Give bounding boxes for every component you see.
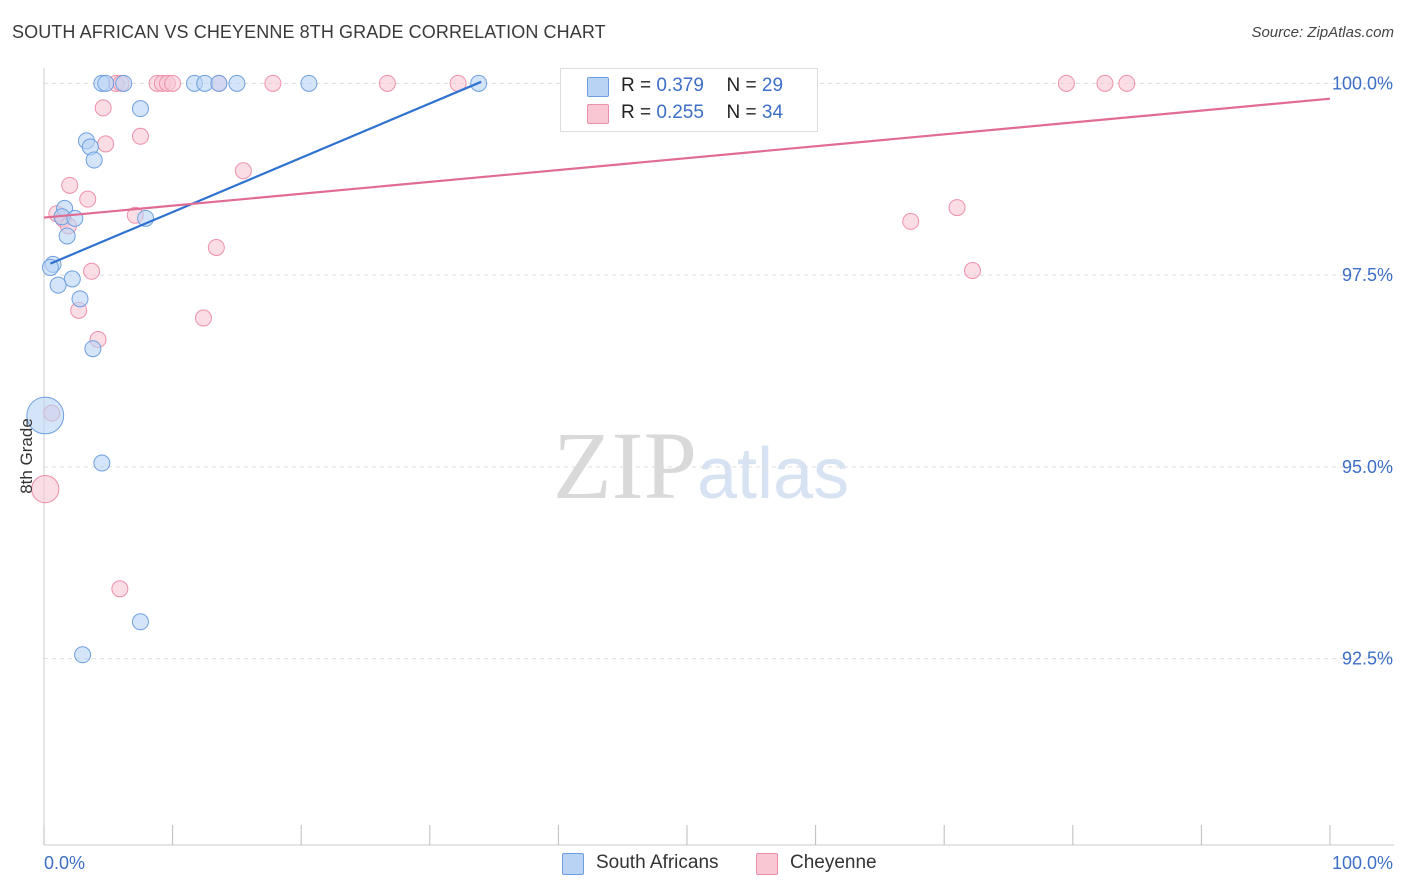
- point-cheyenne: [963, 261, 981, 279]
- n-label: N =: [726, 102, 757, 123]
- watermark-zip: ZIP: [553, 412, 697, 519]
- x-tick-label: 100.0%: [1332, 853, 1393, 873]
- r-value: 0.255: [656, 102, 704, 123]
- n-value: 29: [761, 75, 784, 96]
- point-south-africans: [84, 340, 102, 358]
- point-cheyenne: [94, 99, 112, 117]
- point-cheyenne: [1057, 74, 1075, 92]
- point-south-africans: [93, 454, 111, 472]
- point-cheyenne: [1096, 74, 1114, 92]
- point-cheyenne: [61, 176, 79, 194]
- y-tick-label: 92.5%: [1342, 649, 1393, 669]
- stats-legend: R = 0.379 N = 29 R = 0.255 N = 34: [560, 68, 818, 132]
- point-south-africans: [85, 151, 103, 169]
- blue-swatch-icon: [587, 77, 609, 97]
- point-cheyenne: [948, 199, 966, 217]
- point-cheyenne: [207, 238, 225, 256]
- point-south-africans: [58, 227, 76, 245]
- y-axis-label: 8th Grade: [17, 418, 36, 494]
- point-cheyenne: [97, 135, 115, 153]
- watermark: ZIPatlas: [553, 410, 849, 521]
- point-south-africans: [228, 74, 246, 92]
- point-south-africans: [131, 100, 149, 118]
- point-cheyenne: [83, 262, 101, 280]
- point-south-africans: [63, 270, 81, 288]
- pink-swatch-icon: [756, 853, 778, 875]
- point-south-africans: [115, 74, 133, 92]
- point-cheyenne: [164, 74, 182, 92]
- y-tick-label: 97.5%: [1342, 265, 1393, 285]
- point-south-africans: [41, 258, 59, 276]
- pink-swatch-icon: [587, 104, 609, 124]
- trend-line-south-africans: [50, 80, 482, 265]
- point-south-africans: [49, 276, 67, 294]
- legend-label: Cheyenne: [790, 852, 877, 873]
- point-south-africans: [97, 74, 115, 92]
- watermark-atlas: atlas: [697, 434, 850, 514]
- y-tick-label: 100.0%: [1332, 73, 1393, 93]
- r-label: R =: [621, 102, 652, 123]
- source-label: Source: ZipAtlas.com: [1251, 24, 1394, 41]
- point-south-africans: [26, 396, 65, 435]
- point-cheyenne: [378, 74, 396, 92]
- point-cheyenne: [234, 162, 252, 180]
- point-south-africans: [131, 613, 149, 631]
- point-south-africans: [66, 209, 84, 227]
- point-cheyenne: [79, 190, 97, 208]
- y-tick-label: 95.0%: [1342, 457, 1393, 477]
- point-south-africans: [210, 74, 228, 92]
- point-south-africans: [74, 646, 92, 664]
- point-cheyenne: [264, 74, 282, 92]
- point-cheyenne: [194, 309, 212, 327]
- point-cheyenne: [1118, 74, 1136, 92]
- point-south-africans: [71, 290, 89, 308]
- r-label: R =: [621, 75, 652, 96]
- point-south-africans: [196, 74, 214, 92]
- legend-label: South Africans: [596, 852, 719, 873]
- blue-swatch-icon: [562, 853, 584, 875]
- r-value: 0.379: [656, 75, 704, 96]
- n-label: N =: [726, 75, 757, 96]
- point-cheyenne: [31, 474, 60, 504]
- point-cheyenne: [131, 127, 149, 145]
- point-cheyenne: [111, 580, 129, 598]
- point-south-africans: [300, 74, 318, 92]
- chart-title: SOUTH AFRICAN VS CHEYENNE 8TH GRADE CORR…: [12, 22, 606, 42]
- point-cheyenne: [902, 212, 920, 230]
- trend-line-cheyenne: [43, 97, 1331, 219]
- n-value: 34: [761, 102, 784, 123]
- x-tick-label: 0.0%: [44, 853, 85, 873]
